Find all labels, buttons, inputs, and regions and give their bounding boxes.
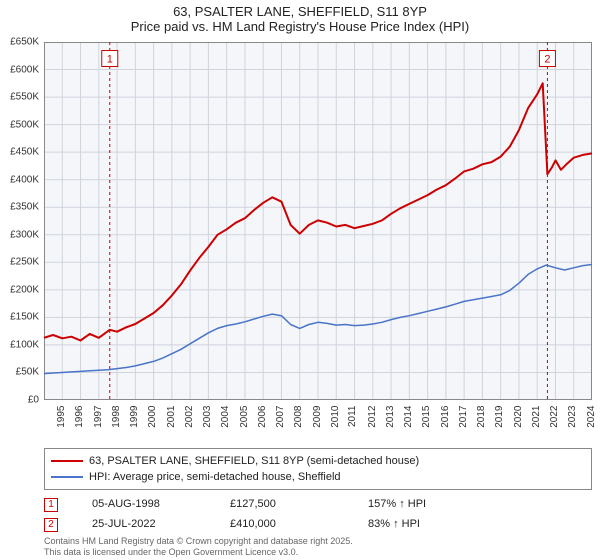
y-tick-label: £250K [10,257,39,268]
legend-row: 63, PSALTER LANE, SHEFFIELD, S11 8YP (se… [51,453,585,469]
y-axis-labels: £0£50K£100K£150K£200K£250K£300K£350K£400… [0,42,42,400]
y-tick-label: £150K [10,312,39,323]
legend-row: HPI: Average price, semi-detached house,… [51,469,585,485]
x-tick-label: 2024 [585,406,596,428]
x-tick-label: 2007 [275,406,286,428]
y-tick-label: £450K [10,147,39,158]
y-tick-label: £650K [10,37,39,48]
marker-badge: 1 [44,498,58,512]
x-tick-label: 1999 [129,406,140,428]
y-tick-label: £100K [10,339,39,350]
marker-hpi: 157% ↑ HPI [368,494,478,514]
marker-row: 1 05-AUG-1998 £127,500 157% ↑ HPI [44,494,592,514]
chart-area: 12 [44,42,592,400]
markers-table: 1 05-AUG-1998 £127,500 157% ↑ HPI 2 25-JUL-20… [44,494,592,534]
x-tick-label: 2012 [366,406,377,428]
x-tick-label: 2008 [293,406,304,428]
marker-hpi: 83% ↑ HPI [368,514,478,534]
x-axis-labels: 1995 1996 1997 1998 1999 2000 2001 2002 2003 2004… [44,400,592,446]
x-tick-label: 1995 [56,406,67,428]
x-tick-label: 2018 [476,406,487,428]
legend-swatch [51,460,83,462]
y-tick-label: £300K [10,229,39,240]
y-tick-label: £50K [16,367,39,378]
legend-label: HPI: Average price, semi-detached house,… [89,469,341,485]
x-tick-label: 2011 [347,406,358,428]
x-tick-label: 2013 [385,406,396,428]
marker-price: £127,500 [230,494,340,514]
title-address: 63, PSALTER LANE, SHEFFIELD, S11 8YP [0,4,600,19]
y-tick-label: £350K [10,202,39,213]
x-tick-label: 2005 [238,406,249,428]
x-tick-label: 2023 [567,406,578,428]
y-tick-label: £600K [10,64,39,75]
title-block: 63, PSALTER LANE, SHEFFIELD, S11 8YP Pri… [0,0,600,34]
svg-text:1: 1 [107,54,113,66]
x-tick-label: 2006 [257,406,268,428]
marker-date: 05-AUG-1998 [92,494,202,514]
footer-line2: This data is licensed under the Open Gov… [44,547,353,558]
plot-svg: 12 [44,42,592,400]
chart-container: 63, PSALTER LANE, SHEFFIELD, S11 8YP Pri… [0,0,600,560]
footer-line1: Contains HM Land Registry data © Crown c… [44,536,353,547]
marker-price: £410,000 [230,514,340,534]
x-tick-label: 2016 [439,406,450,428]
y-tick-label: £400K [10,174,39,185]
x-tick-label: 2014 [403,406,414,428]
y-tick-label: £200K [10,284,39,295]
x-tick-label: 1997 [92,406,103,428]
title-subtitle: Price paid vs. HM Land Registry's House … [0,19,600,34]
x-tick-label: 2001 [165,406,176,428]
y-tick-label: £500K [10,119,39,130]
marker-row: 2 25-JUL-2022 £410,000 83% ↑ HPI [44,514,592,534]
svg-text:2: 2 [544,54,550,66]
x-tick-label: 2017 [458,406,469,428]
x-tick-label: 2020 [512,406,523,428]
x-tick-label: 2004 [220,406,231,428]
legend-swatch [51,476,83,478]
x-tick-label: 2021 [531,406,542,428]
x-tick-label: 2015 [421,406,432,428]
legend: 63, PSALTER LANE, SHEFFIELD, S11 8YP (se… [44,448,592,490]
y-tick-label: £0 [28,395,39,406]
x-tick-label: 2002 [184,406,195,428]
x-tick-label: 2010 [330,406,341,428]
legend-label: 63, PSALTER LANE, SHEFFIELD, S11 8YP (se… [89,453,419,469]
x-tick-label: 1996 [74,406,85,428]
x-tick-label: 2003 [202,406,213,428]
x-tick-label: 2022 [549,406,560,428]
y-tick-label: £550K [10,92,39,103]
footer-attribution: Contains HM Land Registry data © Crown c… [44,536,353,558]
marker-date: 25-JUL-2022 [92,514,202,534]
x-tick-label: 2019 [494,406,505,428]
x-tick-label: 2000 [147,406,158,428]
marker-badge: 2 [44,518,58,532]
x-tick-label: 1998 [111,406,122,428]
x-tick-label: 2009 [311,406,322,428]
